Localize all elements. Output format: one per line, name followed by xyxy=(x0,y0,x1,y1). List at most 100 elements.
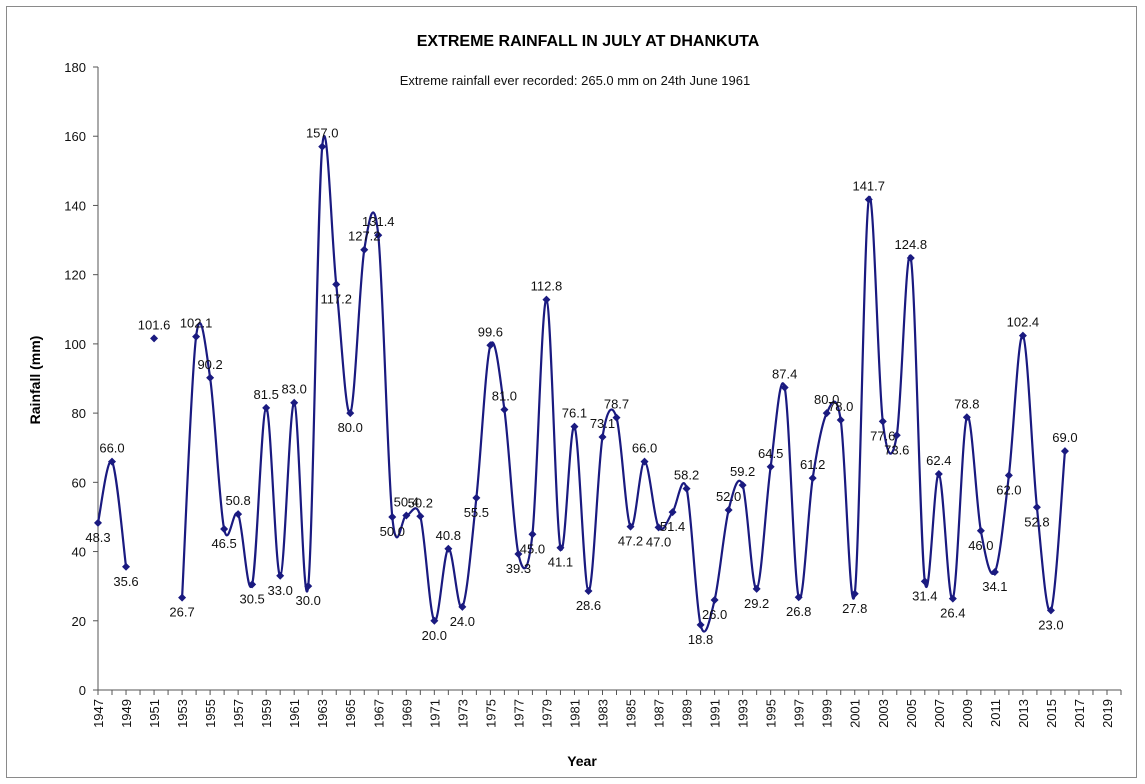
data-label-1982: 28.6 xyxy=(576,598,601,613)
data-point-2000 xyxy=(836,416,845,425)
data-label-1981: 76.1 xyxy=(562,406,587,421)
y-tick-label: 40 xyxy=(72,545,86,560)
data-point-1991 xyxy=(710,596,719,605)
y-tick-label: 0 xyxy=(79,683,86,698)
data-point-2011 xyxy=(990,567,999,576)
data-label-2014: 52.8 xyxy=(1024,514,1049,529)
data-label-2016: 69.0 xyxy=(1052,430,1077,445)
data-label-1977: 39.3 xyxy=(506,561,531,576)
data-label-1987: 47.0 xyxy=(646,534,671,549)
data-label-1959: 81.5 xyxy=(254,387,279,402)
x-tick-label: 1955 xyxy=(203,699,218,728)
data-label-2005: 124.8 xyxy=(895,237,928,252)
data-label-2013: 102.4 xyxy=(1007,315,1040,330)
y-tick-label: 180 xyxy=(64,60,86,75)
data-label-1976: 81.0 xyxy=(492,389,517,404)
data-label-2000: 78.0 xyxy=(828,399,853,414)
data-point-1999 xyxy=(822,409,831,418)
data-point-1948 xyxy=(108,457,117,466)
x-tick-label: 1961 xyxy=(287,699,302,728)
data-label-1947: 48.3 xyxy=(85,530,110,545)
data-point-1966 xyxy=(360,245,369,254)
data-point-1965 xyxy=(346,409,355,418)
data-label-1990: 18.8 xyxy=(688,632,713,647)
data-label-1968: 50.0 xyxy=(380,524,405,539)
chart-title: EXTREME RAINFALL IN JULY AT DHANKUTA xyxy=(417,33,760,50)
data-label-1972: 40.8 xyxy=(436,528,461,543)
data-point-1980 xyxy=(556,543,565,552)
series-line xyxy=(180,135,1067,633)
data-point-2012 xyxy=(1004,471,1013,480)
x-tick-label: 1959 xyxy=(259,699,274,728)
data-label-1993: 59.2 xyxy=(730,464,755,479)
data-label-2008: 26.4 xyxy=(940,606,965,621)
x-tick-label: 1981 xyxy=(567,699,582,728)
x-axis-title: Year xyxy=(567,753,597,769)
y-tick-label: 20 xyxy=(72,614,86,629)
series-line xyxy=(96,460,128,567)
data-point-1982 xyxy=(584,587,593,596)
data-point-2005 xyxy=(906,254,915,263)
data-point-1973 xyxy=(458,602,467,611)
data-label-1948: 66.0 xyxy=(99,441,124,456)
data-point-1997 xyxy=(794,593,803,602)
data-label-2015: 23.0 xyxy=(1038,617,1063,632)
data-label-2007: 62.4 xyxy=(926,453,951,468)
data-label-1962: 30.0 xyxy=(296,593,321,608)
data-label-1980: 41.1 xyxy=(548,555,573,570)
y-tick-label: 160 xyxy=(64,129,86,144)
y-tick-label: 140 xyxy=(64,198,86,213)
data-point-1988 xyxy=(668,508,677,517)
data-label-1951: 101.6 xyxy=(138,317,171,332)
data-label-1954: 102.1 xyxy=(180,316,213,331)
data-point-1970 xyxy=(416,512,425,521)
data-label-1988: 51.4 xyxy=(660,519,685,534)
data-point-2013 xyxy=(1018,331,1027,340)
data-point-1967 xyxy=(374,231,383,240)
rainfall-series xyxy=(96,135,1067,633)
data-label-1971: 20.0 xyxy=(422,628,447,643)
x-tick-label: 1975 xyxy=(483,699,498,728)
data-label-1970: 50.2 xyxy=(408,495,433,510)
data-label-1983: 73.1 xyxy=(590,416,615,431)
data-label-1965: 80.0 xyxy=(338,420,363,435)
data-point-1996 xyxy=(780,383,789,392)
data-point-2014 xyxy=(1032,503,1041,512)
data-label-1996: 87.4 xyxy=(772,366,797,381)
data-point-1990 xyxy=(696,620,705,629)
y-tick-label: 120 xyxy=(64,268,86,283)
x-tick-label: 1965 xyxy=(343,699,358,728)
data-label-1995: 64.5 xyxy=(758,446,783,461)
data-point-2016 xyxy=(1060,447,1069,456)
data-point-2010 xyxy=(976,526,985,535)
data-point-1977 xyxy=(514,549,523,558)
x-tick-label: 1957 xyxy=(231,699,246,728)
data-label-1994: 29.2 xyxy=(744,596,769,611)
data-point-2009 xyxy=(962,413,971,422)
data-label-1956: 46.5 xyxy=(211,536,236,551)
y-tick-label: 60 xyxy=(72,475,86,490)
data-label-1963: 157.0 xyxy=(306,126,339,141)
x-tick-label: 1979 xyxy=(539,699,554,728)
data-point-1964 xyxy=(332,280,341,289)
data-point-1987 xyxy=(654,523,663,532)
data-point-1981 xyxy=(570,422,579,431)
data-label-1960: 33.0 xyxy=(268,583,293,598)
data-point-1983 xyxy=(598,432,607,441)
data-label-1969: 50.4 xyxy=(394,495,419,510)
data-point-2004 xyxy=(892,431,901,440)
y-tick-label: 100 xyxy=(64,337,86,352)
data-point-2006 xyxy=(920,577,929,586)
data-point-1968 xyxy=(388,512,397,521)
x-tick-label: 1947 xyxy=(91,699,106,728)
data-point-1984 xyxy=(612,413,621,422)
data-label-1975: 99.6 xyxy=(478,324,503,339)
data-label-1973: 24.0 xyxy=(450,614,475,629)
data-point-1954 xyxy=(192,332,201,341)
data-label-1967: 131.4 xyxy=(362,214,395,229)
x-tick-label: 2003 xyxy=(876,699,891,728)
data-point-1960 xyxy=(276,571,285,580)
data-point-1953 xyxy=(178,593,187,602)
data-label-1991: 26.0 xyxy=(702,607,727,622)
data-point-1995 xyxy=(766,462,775,471)
